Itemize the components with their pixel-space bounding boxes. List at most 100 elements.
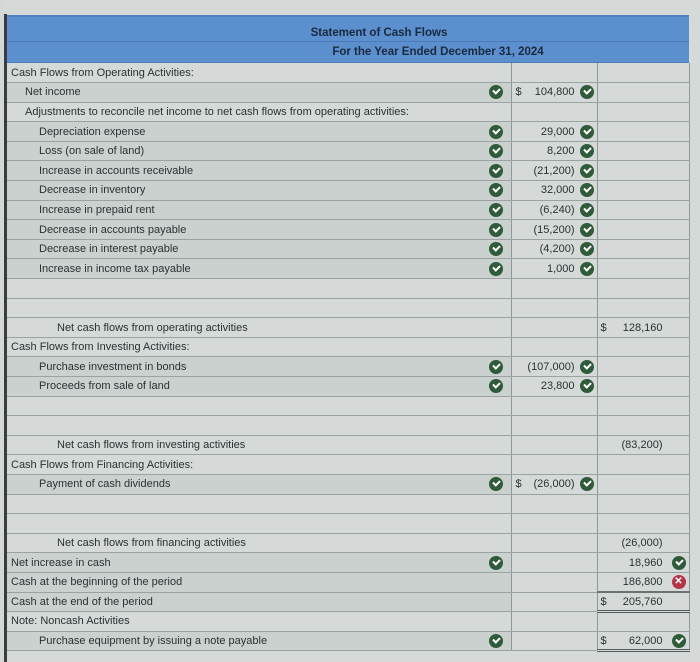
amount-input-cell[interactable]: 1,000 (510, 258, 597, 280)
row-label-cell[interactable]: Net cash flows from operating activities (7, 317, 511, 338)
total-input-cell[interactable] (596, 278, 690, 299)
row-label-cell[interactable]: Purchase equipment by issuing a note pay… (7, 631, 511, 652)
total-input-cell[interactable] (596, 494, 690, 515)
amount-input-cell[interactable] (510, 572, 597, 593)
total-input-cell[interactable] (596, 337, 690, 358)
row-label-cell[interactable]: Net income (7, 82, 511, 103)
check-correct-icon (488, 222, 503, 237)
amount-input-cell[interactable] (510, 513, 597, 534)
row-label-cell[interactable]: Decrease in interest payable (7, 239, 511, 260)
amount-input-cell[interactable]: (6,240) (510, 200, 597, 221)
amount-input-cell[interactable]: (21,200) (510, 160, 597, 182)
amount-input-cell[interactable]: (15,200) (510, 219, 597, 240)
amount-input-cell[interactable] (510, 298, 597, 319)
row-label-cell[interactable]: Increase in prepaid rent (7, 200, 511, 221)
total-input-cell[interactable] (596, 454, 690, 475)
row-label-cell[interactable]: Adjustments to reconcile net income to n… (7, 102, 511, 123)
cash-flow-statement: Statement of Cash Flows For the Year End… (7, 15, 690, 653)
row-label-cell[interactable]: Purchase investment in bonds (7, 356, 511, 377)
row-label: Net income (25, 86, 81, 99)
total-input-cell[interactable] (596, 376, 690, 397)
row-label-cell[interactable]: Net increase in cash (7, 552, 511, 573)
total-input-cell[interactable] (596, 102, 690, 123)
total-input-cell[interactable] (596, 356, 690, 377)
total-input-cell[interactable] (596, 258, 690, 280)
total-input-cell[interactable] (596, 63, 690, 84)
table-row (7, 396, 690, 417)
row-label-cell[interactable]: Depreciation expense (7, 121, 511, 142)
row-label-cell[interactable]: Cash at the end of the period (7, 592, 511, 613)
row-label-cell[interactable]: Decrease in accounts payable (7, 219, 511, 240)
total-input-cell[interactable]: 18,960 (596, 552, 690, 573)
amount-input-cell[interactable]: 29,000 (510, 121, 597, 142)
total-input-cell[interactable]: (83,200) (596, 435, 690, 456)
amount-input-cell[interactable]: 8,200 (510, 141, 597, 162)
row-label-cell[interactable]: Loss (on sale of land) (7, 141, 511, 162)
amount-input-cell[interactable] (510, 435, 597, 456)
row-label-cell[interactable]: Note: Noncash Activities (7, 611, 511, 632)
row-label-cell[interactable]: Decrease in inventory (7, 180, 511, 201)
row-label-cell[interactable] (7, 396, 511, 417)
row-label-cell[interactable] (7, 494, 511, 515)
row-label-cell[interactable]: Payment of cash dividends (7, 474, 511, 495)
amount-input-cell[interactable] (510, 415, 597, 436)
total-input-cell[interactable] (596, 82, 690, 103)
row-label-cell[interactable]: Proceeds from sale of land (7, 376, 511, 397)
amount-input-cell[interactable]: (107,000) (510, 356, 597, 377)
row-label-cell[interactable]: Cash at the beginning of the period (7, 572, 511, 593)
total-input-cell[interactable]: 186,800 ✕ (596, 572, 690, 594)
amount-input-cell[interactable] (510, 454, 597, 475)
amount-input-cell[interactable] (510, 592, 597, 613)
total-input-cell[interactable] (596, 219, 690, 240)
total-input-cell[interactable]: $128,160 (596, 317, 690, 338)
row-label-cell[interactable]: Cash Flows from Operating Activities: (7, 63, 511, 84)
total-input-cell[interactable] (596, 160, 690, 182)
amount-input-cell[interactable]: $104,800 (510, 82, 597, 103)
row-label-cell[interactable] (7, 513, 511, 534)
table-row (7, 494, 690, 515)
row-label-cell[interactable]: Net cash flows from financing activities (7, 533, 511, 554)
total-input-cell[interactable] (596, 298, 690, 319)
total-input-cell[interactable] (596, 415, 690, 436)
total-input-cell[interactable]: $62,000 (596, 631, 690, 653)
amount-input-cell[interactable] (510, 631, 597, 652)
total-value: 186,800 (622, 575, 663, 588)
amount-input-cell[interactable] (510, 533, 597, 554)
amount-input-cell[interactable] (510, 102, 597, 123)
amount-input-cell[interactable] (510, 317, 597, 338)
total-input-cell[interactable] (596, 396, 690, 417)
total-input-cell[interactable] (596, 474, 690, 495)
amount-input-cell[interactable]: (4,200) (510, 239, 597, 260)
row-label-cell[interactable] (7, 298, 511, 319)
total-input-cell[interactable] (596, 200, 690, 221)
row-label: Increase in accounts receivable (39, 164, 194, 177)
row-label-cell[interactable]: Cash Flows from Financing Activities: (7, 454, 511, 475)
total-input-cell[interactable]: $205,760 (596, 592, 690, 614)
amount-input-cell[interactable] (510, 63, 597, 84)
check-correct-icon (579, 379, 594, 394)
total-input-cell[interactable] (596, 239, 690, 260)
total-input-cell[interactable] (596, 611, 690, 632)
total-input-cell[interactable] (596, 513, 690, 534)
total-input-cell[interactable] (596, 121, 690, 142)
amount-input-cell[interactable] (510, 337, 597, 358)
amount-input-cell[interactable] (510, 552, 597, 573)
amount-input-cell[interactable] (510, 396, 597, 417)
dollar-sign: $ (600, 595, 607, 608)
amount-input-cell[interactable]: 23,800 (510, 376, 597, 397)
row-label-cell[interactable]: Increase in income tax payable (7, 258, 511, 280)
amount-input-cell[interactable] (510, 494, 597, 515)
total-input-cell[interactable] (596, 141, 690, 162)
row-label-cell[interactable]: Cash Flows from Investing Activities: (7, 337, 511, 358)
amount-input-cell[interactable] (510, 278, 597, 299)
amount-input-cell[interactable]: $ (26,000) (510, 474, 597, 495)
total-input-cell[interactable] (596, 180, 690, 201)
row-label-cell[interactable] (7, 278, 511, 299)
amount-input-cell[interactable] (510, 611, 597, 632)
row-label-cell[interactable] (7, 415, 511, 436)
table-row: Adjustments to reconcile net income to n… (7, 102, 690, 123)
amount-input-cell[interactable]: 32,000 (510, 180, 597, 201)
row-label-cell[interactable]: Increase in accounts receivable (7, 160, 511, 182)
row-label-cell[interactable]: Net cash flows from investing activities (7, 435, 511, 456)
total-input-cell[interactable]: (26,000) (596, 533, 690, 554)
